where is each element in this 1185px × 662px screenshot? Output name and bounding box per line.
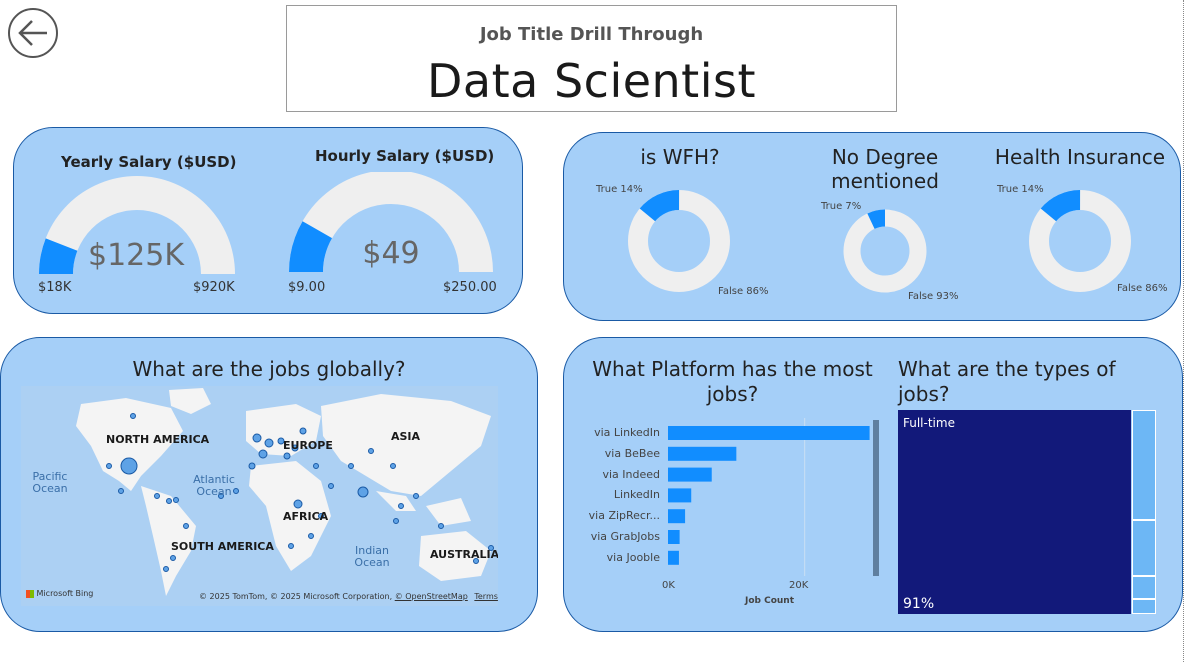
- bar[interactable]: [668, 426, 870, 440]
- job-types-treemap: Full-time 91%: [898, 410, 1156, 614]
- treemap-tile[interactable]: [1132, 576, 1156, 599]
- treemap-tile-label: Full-time: [903, 416, 955, 430]
- back-arrow-icon: [18, 20, 47, 46]
- hourly-salary-max: $250.00: [443, 280, 497, 295]
- world-map[interactable]: NORTH AMERICA EUROPE ASIA AFRICA SOUTH A…: [21, 386, 498, 606]
- region-label-australia: AUSTRALIA: [430, 548, 498, 561]
- wfh-false-label: False 86%: [718, 286, 769, 297]
- treemap-data-label: 91%: [903, 596, 935, 612]
- no-degree-true-label: True 7%: [821, 201, 862, 212]
- x-axis-label: Job Count: [745, 596, 795, 606]
- hourly-salary-min: $9.00: [288, 280, 326, 295]
- platform-chart-title: What Platform has the most jobs?: [592, 357, 873, 406]
- region-label-africa: AFRICA: [283, 510, 329, 523]
- hourly-salary-value: $49: [362, 236, 420, 271]
- microsoft-logo-icon: [26, 589, 34, 598]
- back-button[interactable]: [8, 8, 58, 58]
- yearly-salary-gauge: [39, 176, 235, 274]
- hourly-salary-gauge: [289, 172, 493, 272]
- health-insurance-donut: [1029, 190, 1131, 292]
- region-label-south-america: SOUTH AMERICA: [171, 540, 274, 553]
- donut-false-segment: [843, 209, 927, 293]
- no-degree-title: No Degree mentioned: [831, 145, 939, 193]
- bar-category-label: via ZipRecr...: [588, 509, 660, 523]
- world-map-land: [76, 388, 494, 596]
- page-subtitle: Job Title Drill Through: [479, 24, 704, 45]
- yearly-salary-value: $125K: [87, 238, 185, 273]
- x-tick-label: 20K: [789, 580, 809, 591]
- map-copyright: © 2025 TomTom, © 2025 Microsoft Corporat…: [199, 592, 498, 601]
- map-copyright-text: © 2025 TomTom, © 2025 Microsoft Corporat…: [199, 592, 393, 601]
- treemap-tile-full-time[interactable]: Full-time 91%: [898, 410, 1131, 614]
- map-provider-logo: Microsoft Bing: [26, 589, 93, 598]
- bar-category-label: LinkedIn: [613, 488, 660, 502]
- treemap-tile[interactable]: [1132, 410, 1156, 520]
- gauge-fill: [39, 238, 78, 274]
- wfh-title: is WFH?: [640, 145, 720, 169]
- bar[interactable]: [668, 467, 712, 482]
- ocean-label-pacific: Pacific Ocean: [32, 470, 68, 495]
- bar[interactable]: [668, 446, 737, 461]
- map-title: What are the jobs globally?: [132, 357, 406, 381]
- region-label-north-america: NORTH AMERICA: [106, 433, 210, 446]
- ocean-label-indian: Indian Ocean: [354, 544, 390, 569]
- title-card: Job Title Drill Through Data Scientist: [286, 5, 897, 112]
- gauge-track: [289, 172, 493, 272]
- ocean-label-atlantic: Atlantic Ocean: [193, 473, 235, 498]
- bar-category-label: via Jooble: [606, 550, 660, 564]
- wfh-donut: [628, 190, 730, 292]
- yearly-salary-title: Yearly Salary ($USD): [61, 153, 237, 171]
- page-edge-divider: [1183, 0, 1184, 662]
- no-degree-false-label: False 93%: [908, 291, 959, 302]
- bar-category-label: via BeBee: [604, 446, 660, 460]
- hourly-salary-title: Hourly Salary ($USD): [315, 147, 495, 165]
- bar[interactable]: [668, 550, 679, 565]
- bar-category-label: via LinkedIn: [594, 426, 660, 439]
- bar[interactable]: [668, 509, 686, 524]
- openstreetmap-link[interactable]: © OpenStreetMap: [394, 592, 468, 601]
- health-insurance-title: Health Insurance: [994, 145, 1166, 169]
- gauge-track: [39, 176, 235, 274]
- bar-category-label: via Indeed: [602, 467, 660, 481]
- bar-category-label: via GrabJobs: [590, 530, 660, 543]
- terms-link[interactable]: Terms: [474, 592, 498, 601]
- bar[interactable]: [668, 488, 692, 503]
- health-insurance-false-label: False 86%: [1117, 283, 1168, 294]
- x-tick-label: 0K: [662, 580, 675, 591]
- yearly-salary-min: $18K: [38, 280, 72, 295]
- wfh-true-label: True 14%: [596, 184, 643, 195]
- bar[interactable]: [668, 530, 680, 544]
- health-insurance-true-label: True 14%: [997, 184, 1044, 195]
- platform-bar-chart: [668, 418, 870, 576]
- region-label-asia: ASIA: [391, 430, 421, 443]
- yearly-salary-max: $920K: [193, 280, 235, 295]
- page-title: Data Scientist: [427, 54, 756, 108]
- treemap-tile[interactable]: [1132, 599, 1156, 614]
- gauge-fill: [289, 221, 333, 272]
- no-degree-donut: [843, 209, 927, 293]
- treemap-tile[interactable]: [1132, 520, 1156, 576]
- map-provider-label: Microsoft Bing: [36, 589, 94, 598]
- chart-scrollbar[interactable]: [873, 420, 879, 576]
- job-types-title: What are the types of jobs?: [898, 357, 1116, 406]
- region-label-europe: EUROPE: [283, 439, 333, 452]
